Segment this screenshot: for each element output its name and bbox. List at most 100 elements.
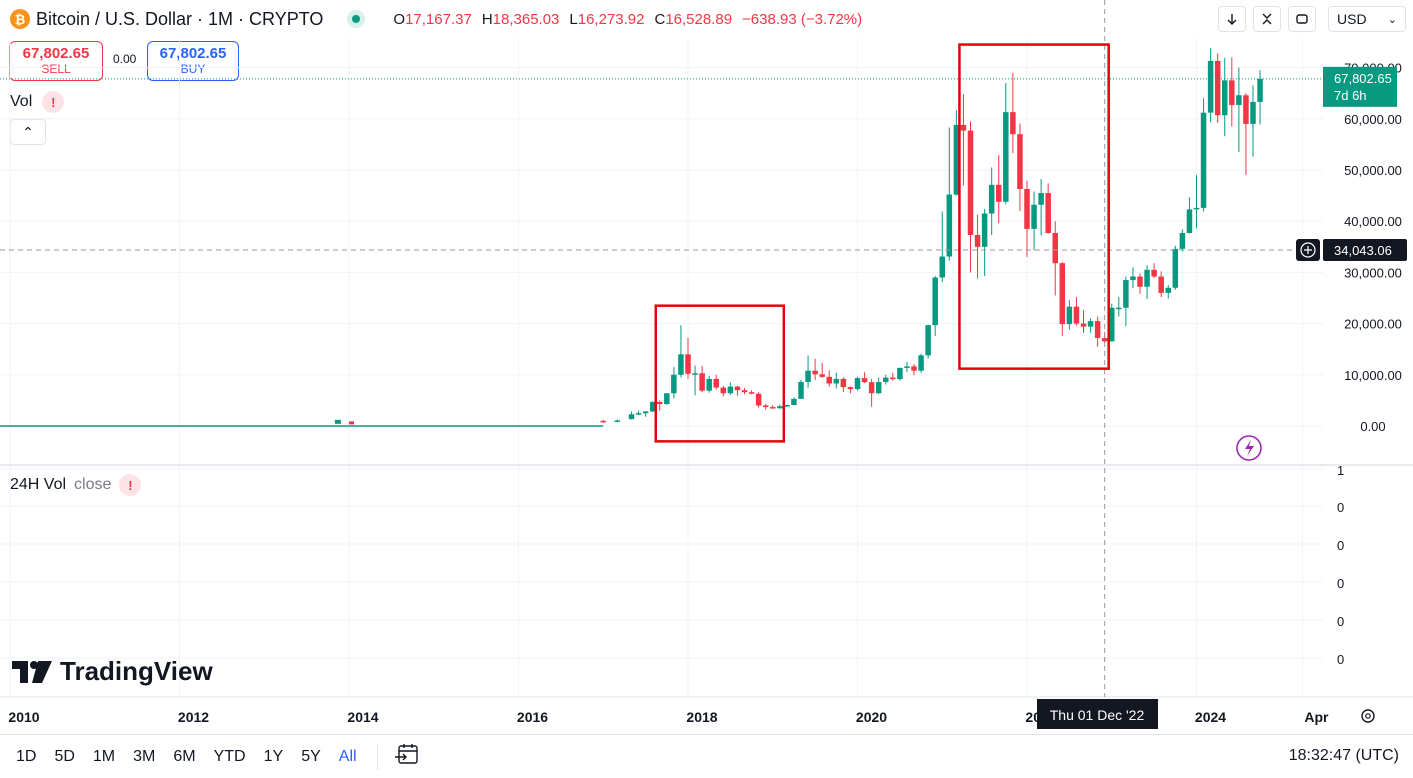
lightning-icon (1245, 440, 1254, 456)
price-chart[interactable]: 70,000.0060,000.0050,000.0040,000.0030,0… (0, 0, 1413, 734)
timeframe-1d[interactable]: 1D (16, 747, 37, 765)
timeframe-ytd[interactable]: YTD (213, 747, 246, 765)
y-tick-label: 60,000.00 (1344, 112, 1402, 127)
fullscreen-icon[interactable] (1288, 6, 1316, 32)
ohlc-close: C16,528.89 (654, 10, 733, 28)
settings-icon (1365, 713, 1371, 719)
goto-date-icon[interactable] (394, 742, 420, 771)
symbol-title[interactable]: Bitcoin / U.S. Dollar · 1M · CRYPTO (36, 8, 324, 29)
candle (334, 419, 341, 424)
candle (1257, 78, 1263, 102)
x-tick-label: 2020 (856, 709, 887, 725)
last-price-value: 67,802.65 (1334, 71, 1392, 86)
candle (833, 378, 840, 384)
vol24-indicator[interactable]: 24H Vol close ! (10, 474, 142, 496)
candle (685, 354, 691, 374)
timeframe-list: 1D 5D 1M 3M 6M YTD 1Y 5Y All (16, 748, 357, 766)
chevron-down-icon: ⌄ (1387, 13, 1397, 26)
candle (1130, 276, 1136, 281)
crosshair-date-badge (1037, 699, 1158, 729)
timeframe-5y[interactable]: 5Y (301, 747, 321, 765)
candle (967, 130, 974, 236)
candle (1207, 60, 1214, 113)
candle (840, 378, 847, 388)
candle (1017, 134, 1023, 189)
candle (1038, 193, 1044, 205)
candle (1109, 307, 1115, 342)
timeframe-5d[interactable]: 5D (54, 747, 75, 765)
x-tick-label: 2012 (178, 709, 209, 725)
candle (706, 378, 712, 391)
currency-value: USD (1337, 11, 1367, 27)
candle (1024, 188, 1030, 229)
timeframe-6m[interactable]: 6M (173, 747, 196, 765)
currency-select[interactable]: USD ⌄ (1328, 6, 1406, 32)
buy-button[interactable]: 67,802.65 BUY (147, 41, 239, 81)
candle (671, 374, 677, 394)
volume-indicator[interactable]: Vol ! (10, 91, 65, 113)
candle (981, 213, 988, 247)
plus-icon (1300, 242, 1316, 258)
candle (854, 378, 861, 390)
buy-label: BUY (180, 62, 206, 76)
candle (1080, 323, 1087, 327)
sell-price: 67,802.65 (22, 45, 90, 62)
x-tick-label: 2018 (686, 709, 717, 725)
timeframe-1m[interactable]: 1M (92, 747, 116, 765)
y-tick-label: 50,000.00 (1344, 163, 1402, 178)
utc-clock[interactable]: 18:32:47 (UTC) (1288, 747, 1399, 764)
candle (883, 377, 889, 382)
toolbar-divider (376, 743, 378, 770)
ohlc-change: −638.93 (−3.72%) (742, 10, 863, 28)
x-tick-label: 2016 (517, 709, 548, 725)
candle (649, 401, 656, 412)
candle (925, 325, 931, 356)
lower-pane-tick: 0 (1337, 576, 1344, 591)
market-status-icon[interactable] (347, 10, 366, 28)
lower-pane-tick: 1 (1337, 463, 1344, 478)
buy-price: 67,802.65 (159, 45, 227, 62)
candle (628, 414, 635, 420)
candle (1045, 193, 1051, 233)
lower-pane-tick: 0 (1337, 614, 1344, 629)
candle (741, 390, 748, 393)
candle (1094, 321, 1101, 338)
warning-icon[interactable]: ! (42, 91, 65, 113)
candle (727, 386, 734, 394)
volume-label: Vol (10, 93, 33, 110)
candle (897, 367, 903, 380)
tradingview-logo-text: TradingView (60, 656, 213, 686)
warning-icon[interactable]: ! (119, 474, 142, 496)
arrow-down-icon[interactable] (1218, 6, 1246, 32)
timeframe-1y[interactable]: 1Y (263, 747, 284, 765)
ohlc-high: H18,365.03 (481, 10, 560, 28)
countdown-value: 7d 6h (1334, 88, 1367, 103)
lightning-icon (1236, 435, 1262, 461)
candle (812, 370, 818, 375)
candle (1200, 112, 1207, 208)
bottom-toolbar: 1D 5D 1M 3M 6M YTD 1Y 5Y All 18:32:47 (U… (0, 734, 1413, 778)
collapse-icon[interactable] (1253, 6, 1281, 32)
candle (939, 256, 945, 278)
timeframe-all[interactable]: All (338, 747, 357, 765)
candle (777, 406, 783, 409)
candle (918, 355, 924, 371)
candle (974, 235, 981, 247)
y-tick-label: 40,000.00 (1344, 214, 1402, 229)
candle (791, 398, 797, 406)
tradingview-logo-icon (12, 660, 52, 683)
candle (1151, 269, 1157, 277)
last-price-badge (1323, 66, 1397, 107)
candle (996, 184, 1002, 202)
candle (911, 366, 917, 371)
candle (1066, 306, 1073, 325)
candle (805, 370, 811, 382)
timeframe-3m[interactable]: 3M (133, 747, 156, 765)
candle (847, 387, 854, 390)
candle (890, 377, 896, 380)
candle (1193, 207, 1200, 210)
candle (1137, 276, 1143, 287)
candle (770, 407, 776, 409)
x-tick-label: 2014 (347, 709, 378, 725)
ohlc-open: O17,167.37 (393, 10, 472, 28)
